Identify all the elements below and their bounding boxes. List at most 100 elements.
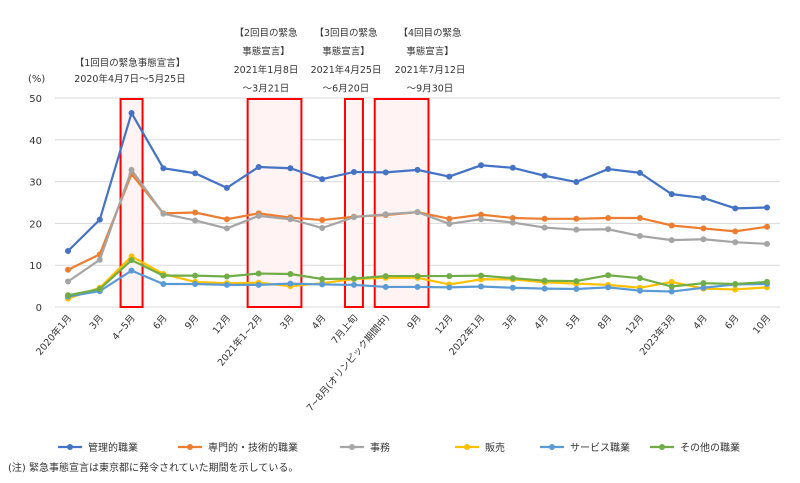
data-point <box>96 216 103 223</box>
emergency-period-annotation: 2021年4月25日 <box>311 64 382 76</box>
data-point <box>446 215 453 222</box>
data-point <box>541 172 548 179</box>
y-tick-label: 40 <box>29 136 42 147</box>
data-point <box>764 278 770 285</box>
data-point <box>509 164 516 171</box>
data-point <box>192 272 199 279</box>
data-point <box>764 240 770 247</box>
data-point <box>319 176 326 183</box>
data-point <box>192 217 199 224</box>
data-point <box>255 270 262 277</box>
legend-label: 事務 <box>370 441 390 454</box>
data-point <box>160 165 167 172</box>
y-tick-label: 30 <box>29 178 42 189</box>
emergency-period-annotation: 2021年7月12日 <box>395 64 466 76</box>
data-point <box>573 226 580 233</box>
data-point <box>382 169 389 176</box>
legend-item: サービス職業 <box>540 441 630 454</box>
data-point <box>223 273 230 280</box>
emergency-period-annotation: ～9月30日 <box>407 84 454 95</box>
data-point <box>509 219 516 226</box>
data-point <box>319 217 326 224</box>
x-tick-label: 4月 <box>691 313 709 332</box>
data-point <box>605 284 612 291</box>
data-point <box>414 166 421 173</box>
x-tick-label: 9月 <box>183 313 201 332</box>
data-point <box>573 215 580 222</box>
y-tick-label: 10 <box>29 261 42 272</box>
data-point <box>414 273 421 280</box>
x-tick-label: 9月 <box>405 313 423 332</box>
data-point <box>573 286 580 293</box>
chart-note: (注) 緊急事態宣言は東京都に発令されていた期間を示している。 <box>8 461 298 474</box>
emergency-period-annotation: ～6月20日 <box>323 84 370 95</box>
data-point <box>668 191 675 198</box>
data-point <box>382 273 389 280</box>
emergency-period-annotation: 【4回目の緊急 <box>398 27 462 39</box>
data-point <box>668 278 675 285</box>
x-tick-label: 3月 <box>88 313 106 332</box>
y-axis-label: (%) <box>28 74 45 85</box>
data-point <box>541 215 548 222</box>
data-point <box>446 273 453 280</box>
data-point <box>382 211 389 218</box>
emergency-period-annotation: 2021年1月8日 <box>234 64 299 76</box>
legend-marker-icon <box>659 444 665 450</box>
data-point <box>319 281 326 288</box>
y-tick-label: 20 <box>29 219 42 230</box>
data-point <box>636 214 643 221</box>
data-point <box>382 283 389 290</box>
data-point <box>732 286 739 293</box>
data-point <box>478 272 485 279</box>
data-point <box>287 280 294 287</box>
data-point <box>732 228 739 235</box>
data-point <box>541 224 548 231</box>
data-point <box>605 272 612 279</box>
legend-marker-icon <box>464 444 470 450</box>
data-point <box>636 275 643 282</box>
data-point <box>350 281 357 288</box>
emergency-period-annotation: 【3回目の緊急 <box>314 27 378 39</box>
data-point <box>350 275 357 282</box>
data-point <box>319 275 326 282</box>
data-point <box>700 194 707 201</box>
data-point <box>65 266 71 273</box>
data-point <box>223 184 230 191</box>
y-tick-label: 0 <box>36 303 42 314</box>
data-point <box>96 256 103 263</box>
x-tick-label: 5月 <box>564 313 582 332</box>
x-tick-label: 12月 <box>433 313 455 337</box>
data-point <box>192 170 199 177</box>
x-tick-label: 6月 <box>723 313 741 332</box>
data-point <box>764 204 770 211</box>
data-point <box>573 179 580 186</box>
emergency-period-box <box>343 98 364 308</box>
data-point <box>509 284 516 291</box>
data-point <box>700 225 707 232</box>
data-point <box>223 225 230 232</box>
data-point <box>700 236 707 243</box>
x-tick-label: 12月 <box>211 313 233 337</box>
x-tick-label: 4月 <box>532 313 550 332</box>
data-point <box>128 110 135 117</box>
data-point <box>223 281 230 288</box>
data-point <box>65 247 71 254</box>
data-point <box>732 239 739 246</box>
legend-label: 専門的・技術的職業 <box>208 441 298 454</box>
data-point <box>764 223 770 230</box>
x-tick-label: 4月 <box>310 313 328 332</box>
data-point <box>636 169 643 176</box>
data-point <box>478 283 485 290</box>
data-point <box>287 216 294 223</box>
legend-item: その他の職業 <box>650 441 740 454</box>
data-point <box>128 257 135 264</box>
series-2 <box>65 166 770 285</box>
data-point <box>128 267 135 274</box>
data-point <box>509 275 516 282</box>
data-point <box>65 292 71 299</box>
x-tick-label: 7月上旬 <box>329 312 360 346</box>
data-point <box>128 166 135 173</box>
emergency-period-box <box>246 98 303 308</box>
